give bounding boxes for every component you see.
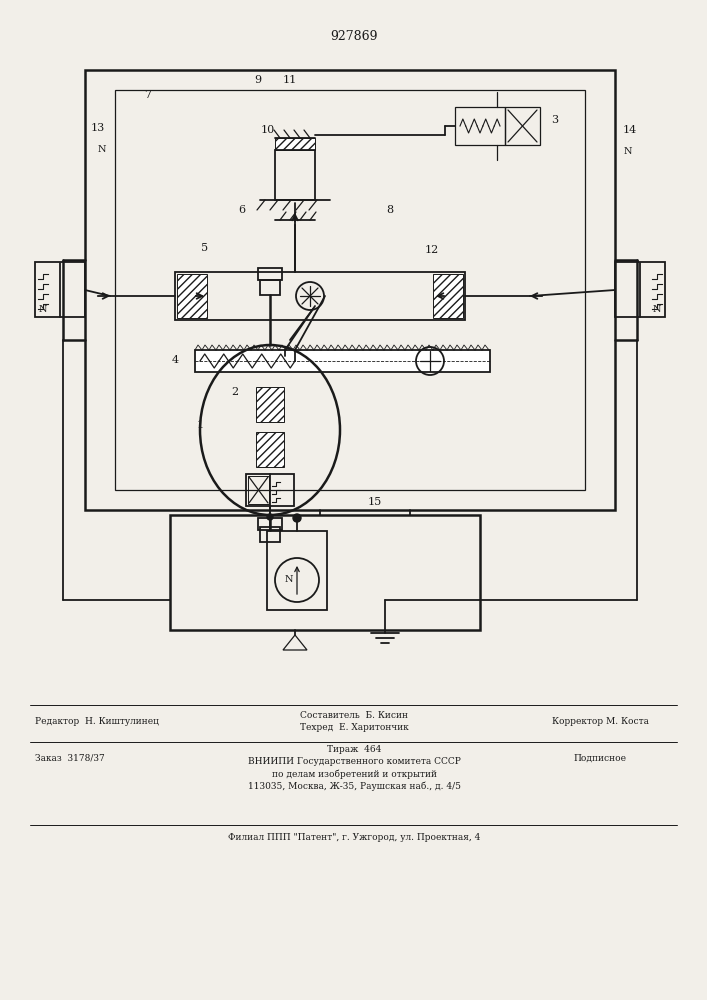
Text: 113035, Москва, Ж-35, Раушская наб., д. 4/5: 113035, Москва, Ж-35, Раушская наб., д. … (247, 781, 460, 791)
Text: N: N (624, 147, 632, 156)
Text: 2: 2 (231, 387, 238, 397)
Text: 5: 5 (201, 243, 209, 253)
Circle shape (267, 514, 273, 520)
Bar (275, 138, 315, 150)
Text: Составитель  Б. Кисин: Составитель Б. Кисин (300, 710, 408, 720)
Bar (115, 90, 585, 490)
Bar (195, 350, 490, 372)
Bar (433, 274, 463, 318)
Bar (505, 107, 540, 145)
Bar (246, 474, 294, 506)
Bar (177, 274, 207, 318)
Bar (85, 70, 615, 510)
Text: 3: 3 (551, 115, 559, 125)
Text: Подписное: Подписное (573, 754, 626, 762)
Text: по делам изобретений и открытий: по делам изобретений и открытий (271, 769, 436, 779)
Bar (267, 531, 327, 610)
Bar (615, 262, 665, 317)
Bar (260, 280, 280, 295)
Text: N: N (39, 306, 47, 314)
Text: Филиал ППП "Патент", г. Ужгород, ул. Проектная, 4: Филиал ППП "Патент", г. Ужгород, ул. Про… (228, 832, 480, 842)
Bar (258, 518, 282, 530)
Text: 1: 1 (197, 420, 204, 430)
Text: Техред  Е. Харитончик: Техред Е. Харитончик (300, 724, 409, 732)
Text: 12: 12 (425, 245, 439, 255)
Circle shape (293, 514, 301, 522)
Text: N: N (285, 576, 293, 584)
Bar (275, 150, 315, 200)
Bar (35, 262, 85, 317)
Bar (455, 107, 505, 145)
Text: N: N (98, 145, 106, 154)
Text: Заказ  3178/37: Заказ 3178/37 (35, 754, 105, 762)
Bar (260, 527, 280, 542)
Bar (256, 432, 284, 467)
Text: 6: 6 (238, 205, 245, 215)
Text: 4: 4 (171, 355, 179, 365)
Bar (175, 272, 465, 320)
Text: Корректор М. Коста: Корректор М. Коста (551, 716, 648, 726)
Bar (170, 515, 480, 630)
Text: Редактор  Н. Киштулинец: Редактор Н. Киштулинец (35, 716, 159, 726)
Text: 9: 9 (255, 75, 262, 85)
Text: 927869: 927869 (330, 30, 378, 43)
Text: N: N (653, 306, 661, 314)
Bar (248, 476, 269, 504)
Bar (256, 387, 284, 422)
Text: Тираж  464: Тираж 464 (327, 746, 381, 754)
Text: 11: 11 (283, 75, 297, 85)
Text: 14: 14 (623, 125, 637, 135)
Text: 8: 8 (387, 205, 394, 215)
Text: 7: 7 (144, 90, 151, 100)
Text: 13: 13 (91, 123, 105, 133)
Bar (258, 268, 282, 280)
Text: 15: 15 (368, 497, 382, 507)
Text: ВНИИПИ Государственного комитета СССР: ВНИИПИ Государственного комитета СССР (247, 758, 460, 766)
Text: 10: 10 (261, 125, 275, 135)
